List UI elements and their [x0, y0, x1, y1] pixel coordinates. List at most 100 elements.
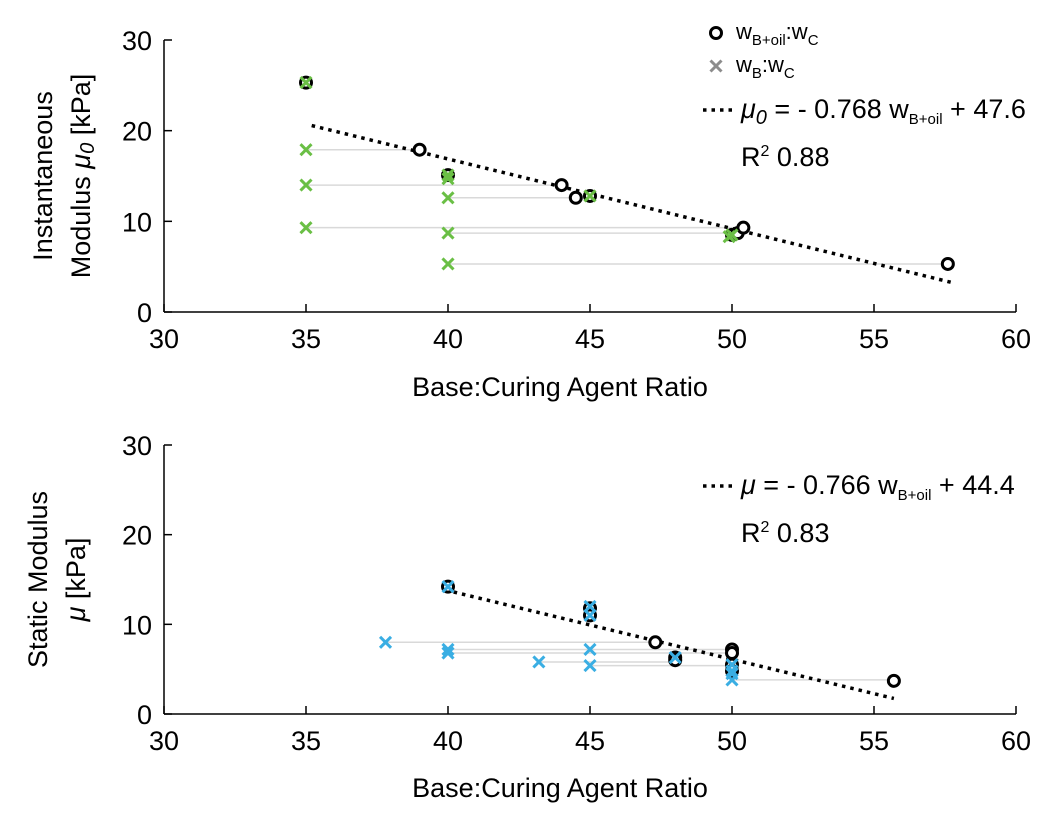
data-point-x	[299, 178, 313, 192]
legend-w: w	[735, 52, 752, 77]
x-stroke	[299, 178, 313, 192]
x-tick-label: 35	[291, 324, 321, 354]
fit-line	[453, 590, 895, 701]
data-point-x	[532, 655, 546, 669]
x-stroke	[441, 580, 455, 594]
y-label-unit: [kPa]	[61, 538, 91, 607]
legend-sub: B+oil	[752, 32, 786, 49]
legend-sep: :	[762, 52, 768, 77]
legend-label: wB+oil:wC	[735, 19, 819, 49]
y-label-prefix: Modulus	[66, 169, 96, 279]
data-point-x	[725, 228, 739, 242]
data-point-circle	[940, 256, 955, 271]
y-tick-label: 10	[122, 610, 152, 640]
r2-label: R	[741, 518, 761, 548]
legend-w2: w	[767, 52, 784, 77]
x-stroke	[441, 257, 455, 271]
x-stroke	[725, 673, 739, 687]
y-tick-label: 20	[122, 521, 152, 551]
data-point-circle	[412, 142, 427, 157]
y-label-unit: [kPa]	[66, 74, 96, 143]
legend-sub: B	[752, 65, 762, 82]
data-point-circle	[736, 220, 751, 235]
x-stroke	[583, 659, 597, 673]
legend-w2: w	[791, 19, 808, 44]
r2-value: 0.83	[769, 518, 829, 548]
x-stroke	[441, 646, 455, 660]
data-point-x	[583, 659, 597, 673]
data-point-circle	[554, 178, 569, 193]
data-point-x	[299, 143, 313, 157]
r2-label: R	[741, 142, 761, 172]
y-label-symbol: μ	[61, 606, 91, 622]
fit-equation: μ = - 0.766 wB+oil + 44.4	[740, 470, 1015, 504]
x-stroke	[709, 59, 723, 73]
x-stroke	[725, 228, 739, 242]
x-stroke	[299, 143, 313, 157]
data-point-x	[725, 673, 739, 687]
data-point-x	[668, 650, 682, 665]
data-point-x	[378, 635, 393, 649]
x-stroke	[583, 608, 597, 622]
legend-sub2: C	[784, 65, 795, 82]
x-tick-label: 35	[291, 726, 321, 756]
r-squared: R2 0.88	[741, 142, 829, 172]
fit-equation: μ0 = - 0.768 wB+oil + 47.6	[740, 94, 1026, 129]
eq-var-sub: B+oil	[898, 487, 932, 504]
x-tick-label: 45	[575, 726, 605, 756]
x-stroke	[441, 168, 455, 182]
data-point-x	[441, 580, 455, 594]
data-point-x	[441, 646, 455, 660]
data-point-circle	[668, 653, 683, 668]
r-squared: R2 0.83	[741, 518, 829, 548]
data-point-circle	[725, 646, 739, 661]
eq-var-sub: B+oil	[909, 111, 943, 128]
y-tick-label: 20	[122, 117, 152, 147]
legend-marker-x	[709, 59, 723, 73]
x-tick-label: 50	[717, 726, 747, 756]
y-label-symbol-sub: 0	[77, 143, 99, 154]
x-tick-label: 30	[149, 726, 179, 756]
x-stroke	[668, 650, 682, 665]
eq-symbol: μ	[740, 94, 756, 124]
legend-sub2: C	[808, 32, 819, 49]
data-point-x	[583, 189, 597, 203]
eq-text: = - 0.768	[767, 94, 889, 124]
x-stroke	[441, 642, 455, 657]
x-tick-label: 30	[149, 324, 179, 354]
x-tick-label: 55	[859, 726, 889, 756]
x-stroke	[441, 172, 455, 186]
r2-sup: 2	[761, 519, 770, 536]
x-tick-label: 40	[433, 324, 463, 354]
y-label-symbol: μ	[66, 154, 96, 170]
x-tick-label: 40	[433, 726, 463, 756]
x-stroke	[378, 635, 393, 649]
y-tick-label: 30	[122, 26, 152, 56]
data-point-circle	[886, 673, 901, 688]
x-stroke	[532, 655, 546, 669]
data-point-x	[441, 172, 455, 186]
eq-const: + 47.6	[943, 94, 1026, 124]
data-point-x	[441, 191, 455, 205]
data-point-x	[583, 608, 597, 622]
eq-const: + 44.4	[931, 470, 1014, 500]
chart-panel-bottom: 30 35 40 45 50 55 60 0 10 20 30 Base:Curing Agent R…	[23, 431, 1031, 803]
x-tick-label: 60	[1001, 324, 1031, 354]
y-axis-label-line1: Instantaneous	[28, 91, 58, 261]
legend-marker-circle	[709, 26, 723, 40]
y-tick-label: 0	[137, 700, 152, 730]
eq-symbol-sub: 0	[756, 107, 767, 129]
x-tick-label: 50	[717, 324, 747, 354]
data-point-x	[441, 642, 455, 657]
legend-label: wB:wC	[735, 52, 795, 82]
x-axis-label: Base:Curing Agent Ratio	[412, 372, 708, 402]
x-stroke	[583, 189, 597, 203]
data-point-circle	[648, 635, 663, 650]
y-tick-label: 10	[122, 207, 152, 237]
x-stroke	[441, 191, 455, 205]
x-tick-label: 60	[1001, 726, 1031, 756]
y-tick-label: 0	[137, 298, 152, 328]
x-stroke	[299, 221, 313, 235]
